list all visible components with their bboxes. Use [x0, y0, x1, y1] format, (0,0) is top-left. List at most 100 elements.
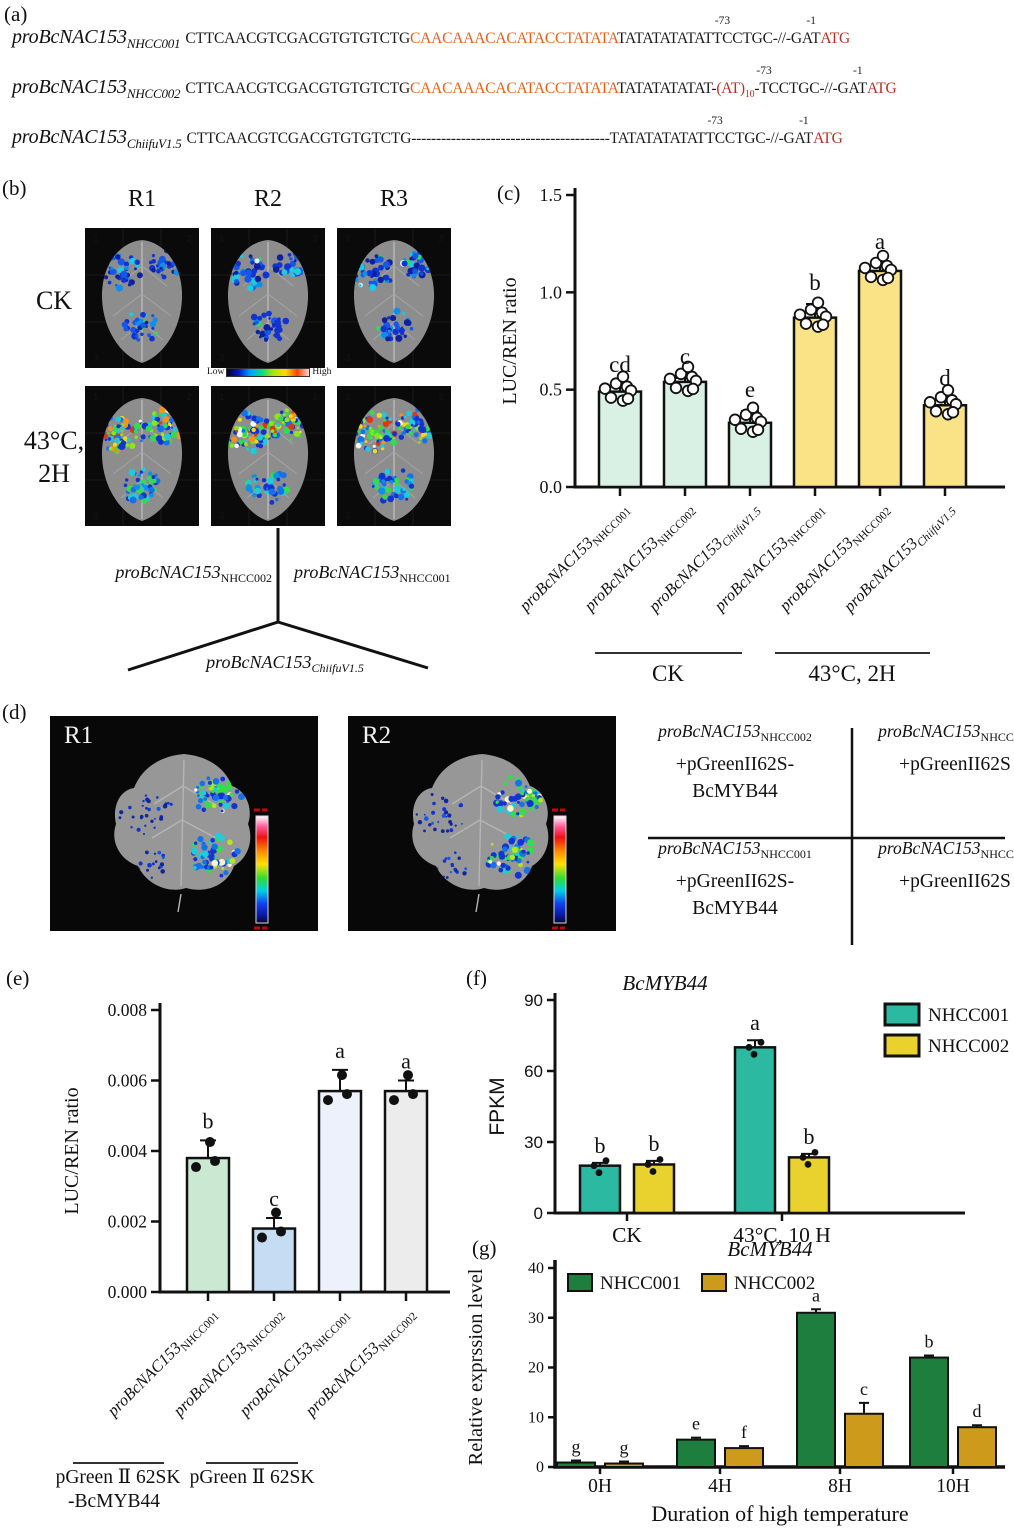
- luminescence-blob: [153, 852, 157, 855]
- luminescence-blob: [235, 260, 241, 267]
- luminescence-blob: [374, 486, 378, 490]
- error-bar: [924, 1354, 934, 1358]
- luminescence-blob: [490, 842, 494, 846]
- luminescence-blob: [269, 500, 275, 505]
- luminescence-blob: [231, 436, 238, 443]
- luminescence-blob: [255, 329, 260, 335]
- colorbar: [553, 815, 567, 924]
- luminescence-blob: [488, 859, 493, 864]
- sequence-segment: ATG: [820, 30, 850, 47]
- fpkm-chart-f: BcMYB44 0 30 60 90 FPKM b b CK a b 43°C, 10 H NHCC00…: [486, 971, 1009, 1247]
- luminescence-blob: [363, 424, 367, 428]
- luminescence-blob: [123, 423, 128, 428]
- luminescence-blob: [159, 815, 164, 819]
- sequence-segment: -TCCTGC-//-GAT: [754, 80, 868, 97]
- y-tick-label: 60: [524, 1062, 543, 1081]
- sequence-text: CTTCAACGTCGACGTGTGTCTG------------------…: [187, 115, 843, 147]
- luminescence-blob: [253, 474, 257, 478]
- group-label: pGreen Ⅱ 62SK: [190, 1467, 315, 1488]
- luminescence-blob: [136, 827, 141, 832]
- bar: [676, 1438, 716, 1468]
- luminescence-blob: [378, 487, 386, 495]
- luminescence-blob: [196, 785, 200, 790]
- luminescence-blob: [407, 267, 414, 275]
- luminescence-blob: [151, 259, 156, 264]
- tile-corner-numbers: 1 2 3: [219, 234, 318, 364]
- bar: [383, 1089, 429, 1294]
- luminescence-blob: [240, 270, 247, 277]
- luminescence-blob: [503, 781, 508, 786]
- luminescence-blob: [159, 421, 162, 425]
- luminescence-blob: [402, 487, 407, 491]
- luminescence-blob: [378, 264, 384, 271]
- sequence-segment: ATG: [867, 80, 897, 97]
- luminescence-blob: [202, 859, 208, 865]
- luminescence-blob: [255, 477, 259, 481]
- error-bar: [619, 1460, 629, 1464]
- legend-swatch: [883, 1002, 921, 1027]
- luminescence-blob: [162, 416, 170, 423]
- luminescence-blob: [387, 329, 391, 333]
- luminescence-blob: [202, 850, 209, 858]
- promoter-subscript: NHCC002: [980, 730, 1014, 744]
- luminescence-blob: [444, 857, 448, 860]
- luminescence-blob: [118, 816, 122, 820]
- luminescence-blob: [395, 334, 403, 342]
- sector-number-3: 3: [93, 511, 99, 522]
- effector-label: +pGreenII62S-: [675, 871, 795, 892]
- luminescence-blob: [262, 438, 267, 443]
- luminescence-blob: [256, 281, 263, 288]
- luminescence-blob: [445, 829, 450, 833]
- luminescence-blob: [138, 861, 143, 866]
- luminescence-blob: [381, 479, 386, 484]
- luminescence-blob: [166, 801, 170, 805]
- luminescence-blob: [394, 481, 400, 487]
- category-label: proBcNAC153NHCC002: [775, 498, 895, 618]
- sector-label-nhcc001: proBcNAC153NHCC001: [294, 562, 484, 586]
- luminescence-blob: [214, 787, 218, 791]
- luminescence-blob: [495, 794, 501, 800]
- sequence-text: CTTCAACGTCGACGTGTGTCTGCAACAAACACATACCTAT…: [185, 15, 850, 47]
- sequence-segment: TATATATATAT: [617, 30, 713, 47]
- luminescence-blob: [380, 325, 387, 333]
- luminescence-blob: [238, 439, 244, 445]
- luminescence-blob: [256, 416, 261, 421]
- bar: [844, 1412, 884, 1468]
- y-tick-label: 40: [528, 1260, 544, 1277]
- sector-number-2: 2: [312, 392, 318, 403]
- luminescence-blob: [519, 801, 525, 808]
- luminescence-blob: [431, 821, 434, 825]
- luminescence-blob: [219, 873, 224, 878]
- luminescence-blob: [393, 493, 399, 499]
- luminescence-blob: [237, 417, 242, 422]
- luminescence-blob: [194, 788, 198, 792]
- luminescence-blob: [156, 268, 161, 274]
- sector-number-1: 1: [219, 392, 225, 403]
- luminescence-blob: [118, 442, 126, 450]
- luminescence-blob: [521, 849, 526, 854]
- significance-letter: cd: [609, 352, 631, 377]
- sequence-segment: TCCTGC-//-GAT: [712, 30, 821, 47]
- bar: [857, 269, 903, 489]
- legend-label: NHCC002: [928, 1036, 1009, 1057]
- luminescence-blob: [159, 862, 165, 867]
- luminescence-blob: [221, 866, 225, 870]
- significance-letter: f: [741, 1422, 747, 1442]
- luminescence-blob: [453, 867, 457, 871]
- group-label: 43°C, 2H: [808, 661, 895, 686]
- luminescence-blob: [292, 274, 296, 277]
- luminescence-blob: [266, 310, 272, 317]
- luminescence-blob: [147, 807, 151, 812]
- luminescence-blob: [399, 413, 403, 417]
- luminescence-blob: [261, 312, 267, 318]
- replicate-label: R1: [64, 722, 94, 749]
- promoter-name: proBcNAC153: [206, 652, 312, 672]
- promoter-name: proBcNAC153: [12, 126, 127, 148]
- sector-number-3: 3: [345, 353, 351, 364]
- luminescence-blob: [253, 262, 261, 270]
- y-tick-label: 0.002: [108, 1212, 147, 1232]
- luminescence-blob: [250, 447, 257, 455]
- luminescence-blob: [538, 797, 544, 803]
- luminescence-blob: [249, 489, 254, 494]
- luminescence-blob: [145, 806, 148, 810]
